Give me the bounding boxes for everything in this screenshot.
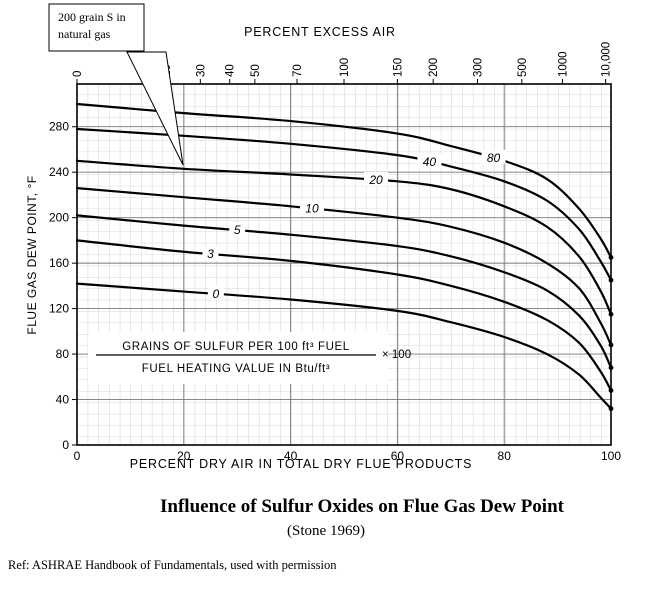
- x-axis-title: PERCENT DRY AIR IN TOTAL DRY FLUE PRODUC…: [130, 457, 472, 471]
- top-tick-label: 50: [250, 64, 262, 77]
- callout-pointer: [126, 51, 184, 166]
- minor-grid: [77, 84, 611, 445]
- top-tick-label: 70: [292, 64, 304, 77]
- curve-labels: 0 3 5 10 20 40 80: [202, 149, 506, 301]
- top-tick-label: 1000: [557, 51, 569, 77]
- y-tick-label: 200: [49, 211, 69, 225]
- curve-end-dot-20: [608, 311, 614, 317]
- top-tick-label: 10,000: [601, 42, 613, 77]
- top-tick-label: 100: [339, 58, 351, 77]
- curve-label-5: 5: [234, 223, 241, 237]
- top-tick-label: 40: [225, 64, 237, 77]
- y-tick-label: 0: [62, 438, 69, 452]
- top-axis-title: PERCENT EXCESS AIR: [244, 25, 396, 39]
- y-tick-label: 240: [49, 165, 69, 179]
- curve-80: [75, 102, 613, 259]
- reference-note: Ref: ASHRAE Handbook of Fundamentals, us…: [8, 558, 337, 572]
- curve-40: [75, 127, 613, 282]
- curve-end-dot-3: [608, 388, 614, 393]
- x-tick-label: 80: [498, 449, 512, 463]
- top-tick-label: 150: [392, 58, 404, 77]
- curve-label-bg-10: [299, 200, 324, 215]
- curve-label-3: 3: [207, 247, 214, 261]
- curve-label-bg-5: [229, 222, 246, 237]
- y-tick-label: 40: [56, 393, 70, 407]
- top-tick-label: 0: [72, 71, 84, 77]
- formula-background: [88, 332, 388, 384]
- curve-label-10: 10: [305, 202, 319, 216]
- curve-label-0: 0: [212, 287, 219, 301]
- callout-line-2: natural gas: [58, 27, 111, 41]
- top-tick-label: 500: [517, 58, 529, 77]
- chart-subtitle: (Stone 1969): [287, 523, 365, 539]
- curve-label-bg-40: [417, 153, 442, 168]
- formula-denominator: FUEL HEATING VALUE IN Btu/ft³: [142, 363, 330, 375]
- x-tick-label: 40: [284, 449, 298, 463]
- top-tick-label: 30: [195, 64, 207, 77]
- curve-label-80: 80: [487, 151, 501, 165]
- curves: [75, 102, 614, 412]
- curve-end-dot-5: [608, 365, 614, 371]
- x-tick-label: 60: [391, 449, 405, 463]
- curve-label-20: 20: [368, 173, 383, 187]
- curve-20: [75, 159, 613, 316]
- formula-numerator: GRAINS OF SULFUR PER 100 ft³ FUEL: [122, 341, 350, 353]
- top-tick-label: 200: [428, 58, 440, 77]
- formula-multiplier: × 100: [382, 349, 411, 361]
- y-tick-label: 280: [49, 120, 69, 134]
- curve-end-dot-80: [608, 255, 614, 260]
- y-tick-label: 80: [56, 347, 70, 361]
- curve-label-bg-3: [202, 246, 219, 261]
- curve-label-40: 40: [423, 155, 437, 169]
- curve-end-dot-0: [608, 406, 614, 412]
- curve-label-bg-80: [481, 149, 506, 164]
- callout-line-1: 200 grain S in: [58, 10, 126, 24]
- curve-end-dot-40: [608, 277, 614, 283]
- top-tick-label: 300: [473, 58, 485, 77]
- curve-10: [75, 187, 613, 347]
- callout-box: [48, 3, 145, 52]
- chart-title: Influence of Sulfur Oxides on Flue Gas D…: [160, 496, 565, 517]
- y-tick-label: 120: [49, 302, 69, 316]
- curve-end-dot-10: [608, 342, 614, 348]
- x-tick-label: 0: [74, 449, 81, 463]
- curve-label-bg-0: [207, 285, 224, 300]
- y-axis-title: FLUE GAS DEW POINT, °F: [25, 175, 39, 334]
- x-tick-label: 20: [177, 449, 191, 463]
- curve-5: [75, 214, 613, 369]
- y-tick-label: 160: [49, 256, 69, 270]
- x-tick-label: 100: [601, 449, 621, 463]
- curve-label-bg-20: [364, 171, 389, 186]
